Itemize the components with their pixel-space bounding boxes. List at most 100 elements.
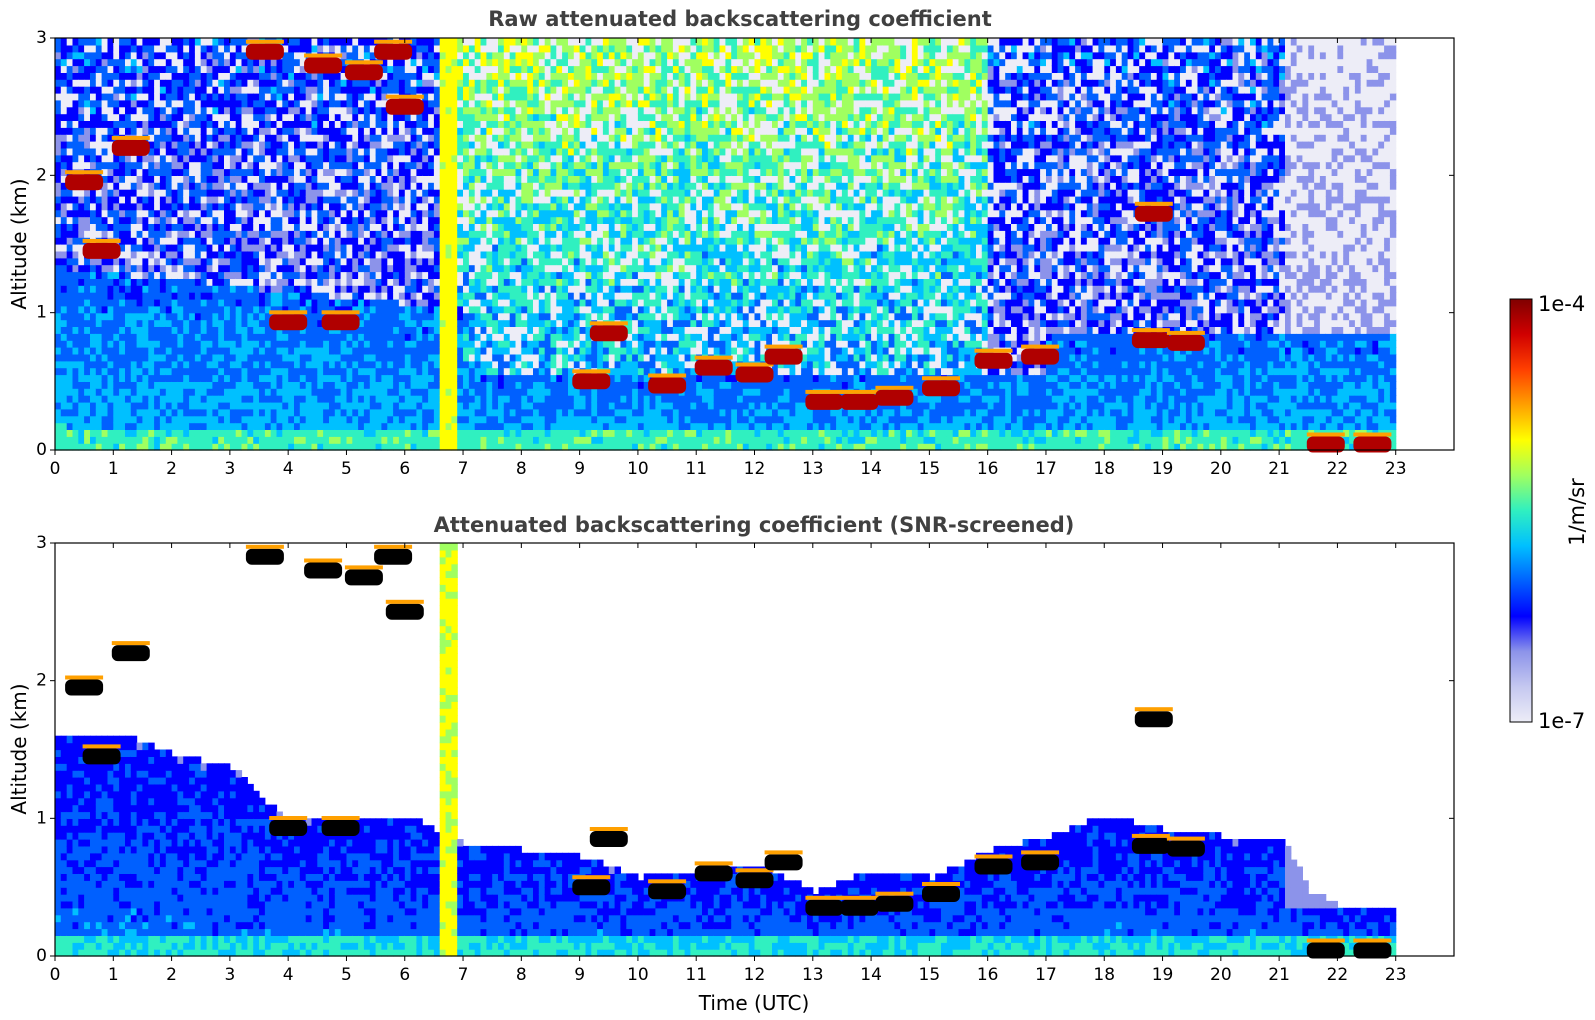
heatmap-cell: [299, 51, 307, 60]
heatmap-cell: [294, 79, 301, 87]
heatmap-cell: [428, 395, 435, 403]
heatmap-cell: [282, 374, 289, 382]
heatmap-cell: [428, 278, 435, 286]
heatmap-cell: [404, 367, 412, 376]
heatmap-cell: [66, 92, 74, 101]
heatmap-cell: [241, 92, 248, 101]
heatmap-cell: [136, 202, 143, 211]
heatmap-cell: [387, 257, 394, 266]
heatmap-cell: [276, 360, 283, 369]
heatmap-cell: [177, 237, 184, 245]
heatmap-cell: [148, 271, 155, 279]
heatmap-cell: [212, 319, 219, 327]
heatmap-cell: [433, 292, 441, 300]
heatmap-cell: [509, 168, 517, 176]
heatmap-cell: [439, 298, 447, 307]
heatmap-cell: [224, 312, 231, 321]
heatmap-cell: [457, 237, 464, 245]
heatmap-cell: [270, 429, 278, 437]
heatmap-cell: [206, 72, 213, 80]
heatmap-cell: [78, 195, 85, 204]
heatmap-cell: [404, 388, 412, 396]
heatmap-cell: [72, 436, 79, 444]
heatmap-cell: [358, 244, 365, 252]
heatmap-cell: [148, 127, 155, 135]
heatmap-cell: [369, 333, 377, 341]
heatmap-cell: [387, 347, 394, 355]
heatmap-cell: [183, 250, 190, 259]
heatmap-cell: [125, 44, 132, 53]
heatmap-cell: [480, 388, 487, 396]
heatmap-cell: [78, 278, 85, 286]
heatmap-cell: [247, 72, 254, 80]
heatmap-cell: [375, 99, 382, 108]
heatmap-cell: [264, 141, 272, 149]
heatmap-cell: [305, 182, 313, 190]
heatmap-cell: [533, 285, 540, 293]
heatmap-cell: [457, 415, 464, 424]
heatmap-cell: [445, 168, 452, 176]
heatmap-cell: [474, 305, 482, 314]
heatmap-cell: [189, 51, 196, 60]
heatmap-cell: [329, 333, 336, 341]
heatmap-cell: [363, 189, 371, 197]
heatmap-cell: [468, 51, 476, 60]
heatmap-cell: [247, 264, 254, 273]
heatmap-cell: [171, 367, 178, 376]
heatmap-cell: [352, 443, 359, 451]
heatmap-cell: [200, 195, 208, 204]
heatmap-cell: [329, 134, 336, 142]
heatmap-cell: [533, 161, 540, 170]
heatmap-cell: [451, 202, 458, 211]
heatmap-cell: [60, 216, 68, 224]
heatmap-cell: [259, 244, 266, 252]
heatmap-cell: [142, 38, 149, 46]
heatmap-cell: [125, 79, 132, 87]
heatmap-cell: [119, 106, 126, 115]
heatmap-cell: [474, 65, 482, 73]
heatmap-cell: [311, 367, 318, 376]
heatmap-cell: [369, 113, 377, 121]
heatmap-cell: [498, 285, 505, 293]
heatmap-cell: [136, 257, 143, 266]
heatmap-cell: [323, 230, 330, 238]
heatmap-cell: [259, 264, 266, 273]
heatmap-cell: [363, 374, 371, 382]
heatmap-cell: [533, 257, 540, 266]
heatmap-cell: [428, 429, 435, 437]
heatmap-cell: [375, 381, 382, 389]
heatmap-cell: [533, 429, 540, 437]
heatmap-cell: [323, 244, 330, 252]
heatmap-cell: [235, 44, 243, 53]
heatmap-cell: [527, 154, 534, 163]
heatmap-cell: [148, 319, 155, 327]
heatmap-cell: [375, 154, 382, 163]
heatmap-cell: [241, 326, 248, 334]
heatmap-cell: [480, 72, 487, 80]
heatmap-cell: [72, 72, 79, 80]
heatmap-cell: [264, 292, 272, 300]
heatmap-cell: [101, 360, 108, 369]
heatmap-cell: [352, 278, 359, 286]
heatmap-cell: [468, 367, 476, 376]
heatmap-cell: [428, 141, 435, 149]
heatmap-cell: [410, 79, 417, 87]
heatmap-cell: [130, 202, 138, 211]
heatmap-cell: [165, 202, 173, 211]
heatmap-cell: [189, 147, 196, 156]
heatmap-cell: [445, 415, 452, 424]
heatmap-cell: [119, 168, 126, 176]
heatmap-cell: [189, 230, 196, 238]
heatmap-cell: [375, 257, 382, 266]
heatmap-cell: [60, 360, 68, 369]
heatmap-cell: [95, 189, 103, 197]
heatmap-cell: [218, 333, 225, 341]
heatmap-cell: [229, 292, 237, 300]
heatmap-cell: [433, 182, 441, 190]
heatmap-cell: [329, 99, 336, 108]
heatmap-cell: [533, 264, 540, 273]
heatmap-cell: [60, 161, 68, 170]
heatmap-cell: [521, 86, 528, 94]
heatmap-cell: [410, 395, 417, 403]
heatmap-cell: [381, 353, 388, 362]
